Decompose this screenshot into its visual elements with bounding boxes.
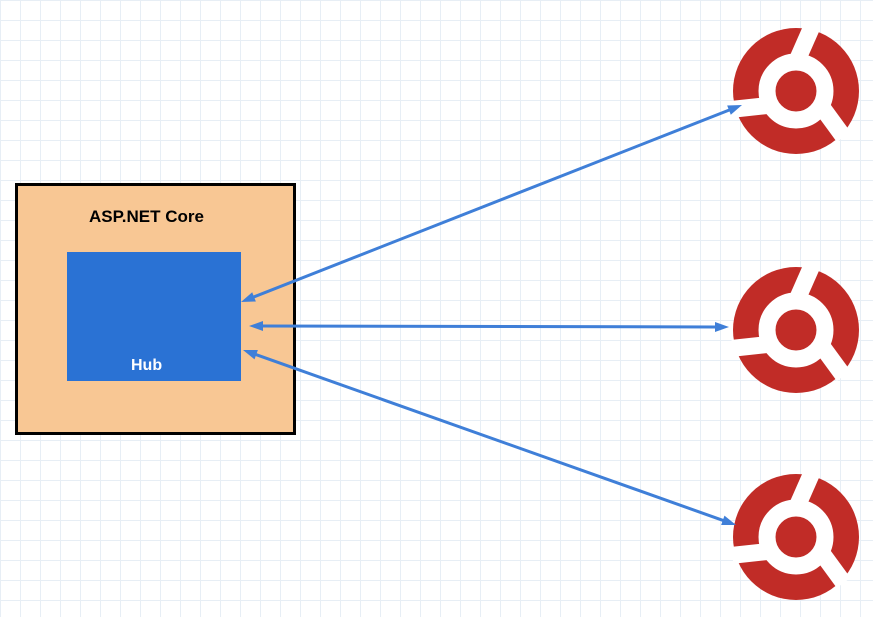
chrome-icon bbox=[732, 27, 859, 154]
connection-arrow bbox=[241, 105, 742, 302]
connection-arrow bbox=[249, 321, 729, 332]
chrome-icon bbox=[732, 473, 859, 600]
chrome-icon bbox=[732, 266, 859, 393]
hub-box: Hub bbox=[67, 252, 241, 381]
aspnet-core-label: ASP.NET Core bbox=[89, 207, 204, 227]
diagram-canvas: ASP.NET Core Hub bbox=[0, 0, 873, 617]
hub-label: Hub bbox=[131, 357, 162, 375]
connection-arrow bbox=[243, 350, 736, 525]
